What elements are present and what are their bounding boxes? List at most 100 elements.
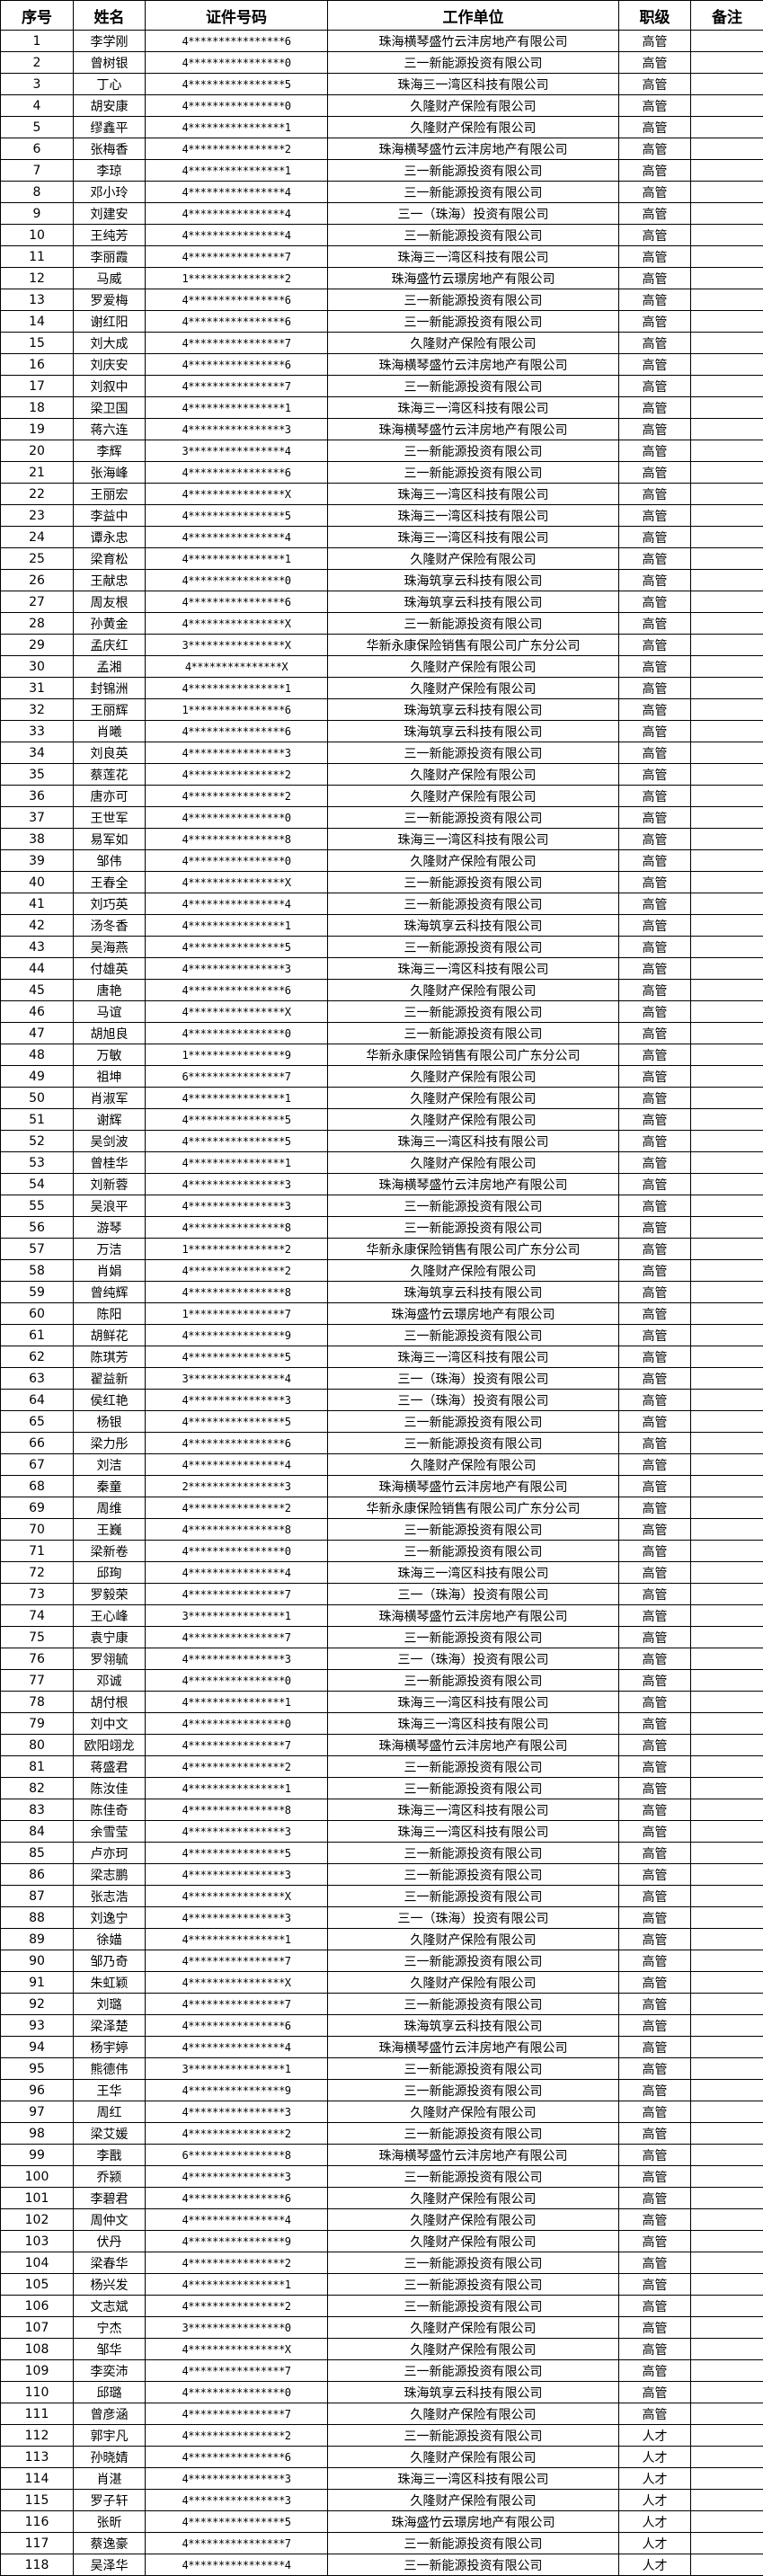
table-row: 111 曾彦涵 4****************7 久隆财产保险有限公司 高管 [0,2403,763,2425]
cell-level: 高管 [618,763,691,786]
table-row: 105 杨兴发 4****************1 三一新能源投资有限公司 高管 [0,2273,763,2296]
cell-name: 唐艳 [73,979,146,1001]
cell-remarks [690,310,763,333]
cell-level: 高管 [618,1540,691,1562]
cell-name: 邱璐 [73,2381,146,2403]
cell-serial: 96 [0,2079,74,2101]
table-row: 88 刘逸宁 4****************3 三一（珠海）投资有限公司 高管 [0,1906,763,1929]
cell-employer: 珠海横琴盛竹云沣房地产有限公司 [327,2144,619,2166]
cell-serial: 38 [0,828,74,850]
cell-remarks [690,677,763,699]
cell-name: 曾桂华 [73,1151,146,1174]
cell-name: 刘洁 [73,1453,146,1476]
cell-remarks [690,353,763,376]
cell-remarks [690,1302,763,1325]
cell-employer: 珠海筑享云科技有限公司 [327,2381,619,2403]
cell-remarks [690,1993,763,2015]
cell-id-number: 4****************5 [145,1842,328,1864]
cell-level: 高管 [618,2014,691,2037]
cell-name: 乔颍 [73,2165,146,2188]
table-row: 54 刘新蓉 4****************3 珠海横琴盛竹云沣房地产有限公司 高管 [0,1173,763,1195]
cell-serial: 117 [0,2532,74,2554]
cell-serial: 25 [0,547,74,570]
cell-id-number: 4****************6 [145,30,328,52]
cell-name: 刘大成 [73,332,146,354]
cell-level: 高管 [618,1799,691,1821]
cell-serial: 91 [0,1971,74,1994]
table-row: 15 刘大成 4****************7 久隆财产保险有限公司 高管 [0,332,763,354]
cell-id-number: 4****************1 [145,1777,328,1799]
cell-employer: 三一新能源投资有限公司 [327,51,619,74]
cell-level: 高管 [618,2381,691,2403]
table-row: 49 祖坤 6****************7 久隆财产保险有限公司 高管 [0,1065,763,1088]
cell-remarks [690,1453,763,1476]
cell-serial: 56 [0,1216,74,1239]
cell-name: 王心峰 [73,1604,146,1627]
table-row: 85 卢亦珂 4****************5 三一新能源投资有限公司 高管 [0,1842,763,1864]
table-row: 37 王世军 4****************0 三一新能源投资有限公司 高管 [0,806,763,829]
cell-id-number: 4****************0 [145,1712,328,1735]
cell-level: 高管 [618,1259,691,1282]
cell-id-number: 4****************6 [145,1432,328,1454]
cell-name: 胡安康 [73,94,146,117]
cell-id-number: 6****************7 [145,1065,328,1088]
cell-employer: 三一新能源投资有限公司 [327,2079,619,2101]
table-row: 4 胡安康 4****************0 久隆财产保险有限公司 高管 [0,94,763,117]
cell-employer: 久隆财产保险有限公司 [327,1087,619,1109]
table-row: 22 王丽宏 4****************X 珠海三一湾区科技有限公司 高管 [0,483,763,505]
cell-serial: 106 [0,2295,74,2317]
cell-remarks [690,957,763,980]
cell-name: 刘巧英 [73,893,146,915]
cell-employer: 珠海筑享云科技有限公司 [327,591,619,613]
table-row: 115 罗子轩 4****************3 久隆财产保险有限公司 人才 [0,2489,763,2511]
table-row: 10 王纯芳 4****************4 三一新能源投资有限公司 高管 [0,224,763,246]
cell-name: 刘良英 [73,742,146,764]
cell-serial: 76 [0,1648,74,1670]
cell-employer: 久隆财产保险有限公司 [327,849,619,872]
cell-name: 易军如 [73,828,146,850]
cell-remarks [690,1389,763,1411]
cell-remarks [690,1324,763,1346]
cell-id-number: 4****************4 [145,2554,328,2576]
cell-name: 李戬 [73,2144,146,2166]
table-row: 1 李学刚 4****************6 珠海横琴盛竹云沣房地产有限公司 高管 [0,30,763,52]
cell-employer: 三一新能源投资有限公司 [327,440,619,462]
cell-remarks [690,1971,763,1994]
cell-name: 周仲文 [73,2208,146,2231]
cell-level: 高管 [618,849,691,872]
cell-id-number: 4****************4 [145,181,328,203]
cell-serial: 68 [0,1475,74,1497]
cell-employer: 久隆财产保险有限公司 [327,2230,619,2252]
cell-level: 高管 [618,2252,691,2274]
cell-id-number: 1****************6 [145,698,328,721]
cell-name: 肖娟 [73,1259,146,1282]
cell-name: 肖曦 [73,720,146,742]
cell-name: 游琴 [73,1216,146,1239]
cell-serial: 82 [0,1777,74,1799]
table-row: 104 梁春华 4****************2 三一新能源投资有限公司 高管 [0,2252,763,2274]
table-row: 91 朱虹颖 4****************X 久隆财产保险有限公司 高管 [0,1971,763,1994]
cell-employer: 珠海三一湾区科技有限公司 [327,245,619,268]
cell-employer: 久隆财产保险有限公司 [327,1928,619,1950]
cell-id-number: 4****************1 [145,1691,328,1713]
cell-id-number: 4****************8 [145,1518,328,1541]
cell-serial: 116 [0,2510,74,2533]
cell-name: 谢辉 [73,1108,146,1131]
cell-employer: 久隆财产保险有限公司 [327,763,619,786]
cell-name: 王春全 [73,871,146,893]
cell-remarks [690,1130,763,1152]
table-row: 2 曾树银 4****************0 三一新能源投资有限公司 高管 [0,51,763,74]
cell-remarks [690,51,763,74]
cell-employer: 珠海三一湾区科技有限公司 [327,73,619,95]
cell-serial: 62 [0,1346,74,1368]
cell-remarks [690,1712,763,1735]
table-row: 97 周红 4****************3 久隆财产保险有限公司 高管 [0,2101,763,2123]
cell-serial: 53 [0,1151,74,1174]
cell-remarks [690,2295,763,2317]
cell-level: 高管 [618,1497,691,1519]
table-row: 59 曾纯辉 4****************8 珠海筑享云科技有限公司 高管 [0,1281,763,1303]
cell-employer: 三一新能源投资有限公司 [327,2424,619,2447]
cell-employer: 久隆财产保险有限公司 [327,332,619,354]
cell-serial: 79 [0,1712,74,1735]
table-row: 72 邱珣 4****************4 珠海三一湾区科技有限公司 高管 [0,1561,763,1584]
